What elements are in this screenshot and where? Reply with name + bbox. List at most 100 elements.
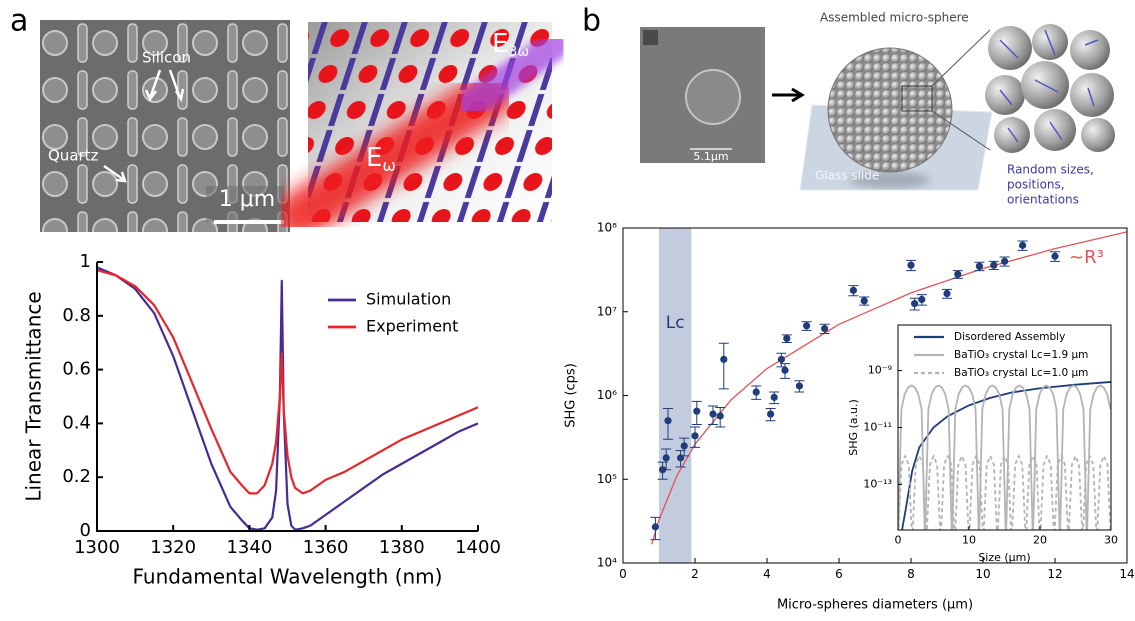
cluster-note: orientations <box>1007 193 1079 207</box>
x-tick-label: 14 <box>1119 567 1134 581</box>
x-tick-label: 10 <box>975 567 990 581</box>
field-symbol: E <box>366 143 382 173</box>
x-tick-label: 1380 <box>379 537 425 558</box>
sem-corner <box>643 30 658 45</box>
y-tick-label: 0.6 <box>62 359 91 380</box>
x-tick-label: 1400 <box>455 537 501 558</box>
cluster-note: Random sizes, <box>1007 163 1094 177</box>
x-tick-label: 8 <box>907 567 915 581</box>
field-subscript: ω <box>382 156 395 175</box>
scale-bar-label: 1 μm <box>219 187 275 212</box>
cluster-note: positions, <box>1007 178 1065 192</box>
micro-sphere-edge <box>827 47 953 173</box>
data-point <box>911 300 919 308</box>
data-point <box>1001 257 1009 265</box>
y-tick-label: 10⁴ <box>597 556 617 570</box>
x-tick-label: 1340 <box>226 537 272 558</box>
data-point <box>767 410 775 418</box>
data-point <box>716 412 724 420</box>
error-bar <box>718 342 729 390</box>
y-tick-label: 1 <box>80 251 91 272</box>
plot-area <box>650 228 1127 563</box>
shadow <box>850 172 930 188</box>
legend-label: Experiment <box>366 317 458 336</box>
input-beam <box>276 71 514 239</box>
data-point <box>860 297 868 305</box>
y-axis-label: SHG (cps) <box>564 363 579 428</box>
axes-frame <box>622 227 1128 564</box>
field-subscript: 3ω <box>508 44 529 60</box>
data-point <box>990 261 998 269</box>
scale-bar-label: 5.1μm <box>693 150 728 163</box>
legend-label: Disordered Assembly <box>954 331 1065 343</box>
x-tick-label: 1300 <box>74 537 120 558</box>
chart: Lc 0 2 4 6 8 10 12 14 10⁴ 10⁵ 10⁶ 10⁷ 10⁸ ~R³ Micro-sph… <box>564 221 1135 613</box>
data-point <box>709 410 717 418</box>
data-point <box>662 454 670 462</box>
y-tick-label: 10⁸ <box>597 221 617 235</box>
data-point <box>693 407 701 415</box>
x-tick-label: 30 <box>1104 533 1118 546</box>
y-tick-label: 10⁻¹¹ <box>863 421 892 434</box>
x-tick-label: 0 <box>895 533 902 546</box>
x-tick-label: 2 <box>691 567 699 581</box>
data-point <box>1051 252 1059 260</box>
label-arrows <box>144 69 185 103</box>
y-tick-label: 0.8 <box>62 305 91 326</box>
x-tick-label: 10 <box>962 533 976 546</box>
fit-label: ~R³ <box>1069 247 1104 268</box>
x-axis-label: Fundamental Wavelength (nm) <box>133 565 443 589</box>
series-line <box>898 384 1111 530</box>
legend-label: BaTiO₃ crystal Lc=1.0 μm <box>954 367 1088 379</box>
x-tick-label: 20 <box>1033 533 1047 546</box>
panel-label: a <box>10 4 28 39</box>
data-point <box>803 322 811 330</box>
y-tick-label: 0.2 <box>62 466 91 487</box>
output-beam <box>455 30 570 120</box>
band-label: Lc <box>666 313 685 333</box>
x-tick-label: 12 <box>1047 567 1062 581</box>
data-point <box>1019 241 1027 249</box>
zoom-lines <box>931 29 991 151</box>
data-point <box>907 261 915 269</box>
series-line <box>97 269 478 495</box>
sphere-label: Assembled micro-sphere <box>820 11 969 25</box>
plot-area <box>97 266 478 531</box>
zoom-box <box>901 85 933 112</box>
y-tick-label: 10⁻⁹ <box>868 364 892 377</box>
data-point <box>975 262 984 270</box>
y-tick-label: 10⁵ <box>597 472 617 486</box>
field-symbol: E <box>492 29 508 59</box>
data-point <box>720 355 728 363</box>
data-point <box>795 382 804 390</box>
field-label: Eω <box>366 143 396 175</box>
sem-label: Silicon <box>142 49 191 67</box>
micro-sphere <box>828 48 952 172</box>
data-point <box>918 295 926 304</box>
sem-label: Quartz <box>48 147 99 165</box>
legend-label: Simulation <box>366 290 451 309</box>
data-point <box>943 289 951 298</box>
scale-backdrop <box>206 186 284 222</box>
axes-frame <box>897 324 1112 531</box>
sem-sphere <box>685 69 741 125</box>
x-axis-label: Size (μm) <box>978 551 1030 564</box>
axes <box>96 262 478 532</box>
series-line <box>901 381 1111 530</box>
x-tick-label: 0 <box>619 567 627 581</box>
x-tick-label: 1320 <box>150 537 196 558</box>
x-axis-label: Micro-spheres diameters (μm) <box>777 598 973 613</box>
field-label: E3ω <box>492 29 529 61</box>
band <box>659 228 692 563</box>
label-arrow <box>103 164 127 183</box>
slide-label: Glass slide <box>815 169 879 183</box>
data-point <box>677 454 685 462</box>
series-line <box>97 266 478 531</box>
x-tick-label: 1360 <box>303 537 349 558</box>
data-point <box>752 388 760 396</box>
x-tick-label: 4 <box>763 567 771 581</box>
panel-label: b <box>582 4 601 39</box>
arrow <box>772 87 805 103</box>
data-point <box>680 442 688 450</box>
